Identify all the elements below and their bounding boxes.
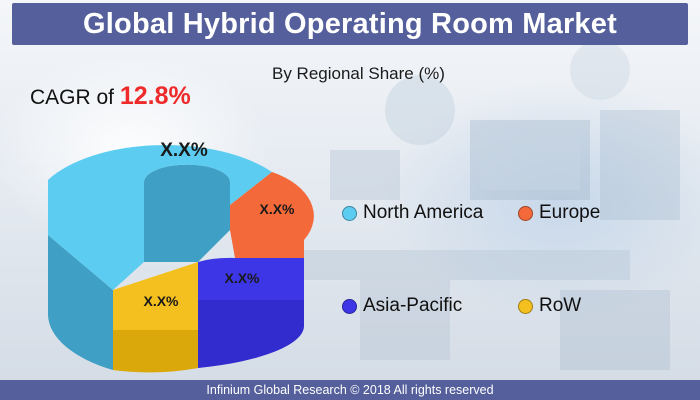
legend-item-asia-pacific: Asia-Pacific <box>342 295 462 317</box>
legend-item-north-america: North America <box>342 202 483 224</box>
legend-label-row: RoW <box>539 295 582 316</box>
legend-dot-europe <box>518 205 533 221</box>
slice-europe <box>230 172 314 258</box>
legend-label-europe: Europe <box>539 202 601 223</box>
label-asia-pacific: X.X% <box>224 270 260 286</box>
cagr-value: 12.8% <box>119 82 191 110</box>
legend-item-row: RoW <box>518 295 581 317</box>
legend-dot-row <box>518 298 533 314</box>
title-banner: Global Hybrid Operating Room Market <box>12 3 688 45</box>
legend-label-asia-pacific: Asia-Pacific <box>363 295 463 316</box>
label-north-america: X.X% <box>160 140 208 161</box>
footer-bar: Infinium Global Research © 2018 All righ… <box>0 380 700 400</box>
slice-north-america <box>48 145 272 290</box>
legend-label-north-america: North America <box>363 202 484 223</box>
label-row: X.X% <box>143 293 179 309</box>
chart-subtitle: By Regional Share (%) <box>272 64 445 83</box>
slice-north-america-side <box>48 180 113 370</box>
legend-item-europe: Europe <box>518 202 600 224</box>
cagr-label: CAGR of 12.8% <box>30 82 191 111</box>
cagr-prefix: CAGR of <box>30 86 120 109</box>
legend-dot-north-america <box>342 205 357 221</box>
footer-copyright: Infinium Global Research © 2018 All righ… <box>206 383 494 397</box>
slice-asia-pacific-side <box>198 300 305 368</box>
legend-dot-asia-pacific <box>342 298 357 314</box>
slice-north-america-hole <box>144 164 230 262</box>
slice-row-side <box>113 330 198 373</box>
page-title: Global Hybrid Operating Room Market <box>83 7 617 40</box>
label-europe: X.X% <box>259 201 295 217</box>
